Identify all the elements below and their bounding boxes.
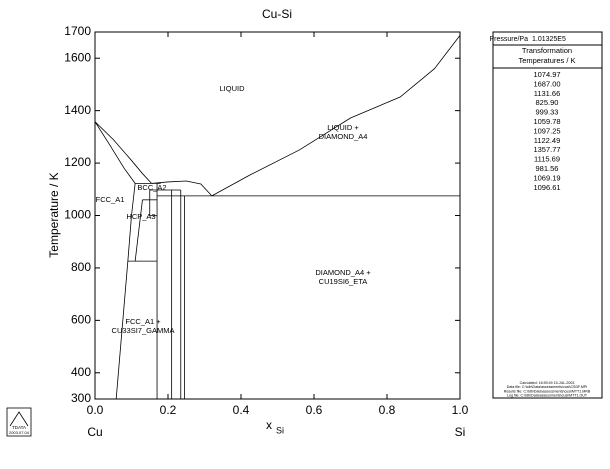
phase-boundary [115,183,136,400]
phase-boundary [134,199,143,262]
panel-heading: Temperatures / K [518,56,575,65]
panel-footer: Results file: C:\tdb\Data\assessments\cu… [504,389,591,393]
phase-boundary [211,35,461,197]
phase-boundary [94,121,152,184]
panel-footer: Log file: C:\tdb\Data\assessments\cusi\M… [507,394,588,398]
panel-frame [492,31,603,399]
chart-title: Cu-Si [262,7,292,21]
phase-label: CU33SI7_GAMMA [112,326,175,335]
y-tick-label: 1400 [64,103,91,117]
x-tick-label: 0.2 [160,403,177,417]
pressure-label: Pressure/Pa [489,36,528,43]
x-axis-label-sub: Si [276,425,284,435]
x-tick-label: 1.0 [452,403,469,417]
y-axis-label: Temperature / K [47,172,61,257]
y-tick-label: 1700 [64,24,91,38]
phase-label: FCC_A1 [96,195,125,204]
x-tick-label: 0.6 [306,403,323,417]
transformation-temperature: 1131.66 [534,89,561,98]
phase-label: CU19SI6_ETA [319,277,368,286]
logo-frame [6,407,32,437]
y-tick-label: 400 [71,365,91,379]
transformation-temperature: 1097.25 [533,126,560,135]
transformation-temperature: 1069.19 [533,173,560,182]
y-tick-label: 600 [71,313,91,327]
x-tick-label: 0.0 [87,403,104,417]
x-tick-label: 0.4 [233,403,250,417]
transformation-temperature: 1074.97 [533,70,560,79]
panel-footer: Data file: C:\tdb\Data\assessments\cusi\… [507,385,588,389]
transformation-temperature: 999.33 [536,108,559,117]
y-tick-label: 800 [71,260,91,274]
phase-label: HCP_A3 [126,212,155,221]
phase-label: FCC_A1 + [125,317,161,326]
end-label: Si [455,425,466,439]
transformation-temperature: 825.90 [536,98,559,107]
transformation-temperature: 1059.78 [533,117,560,126]
y-tick-label: 1600 [64,50,91,64]
y-tick-label: 300 [71,391,91,405]
phase-label: BCC_A2 [137,183,166,192]
logo-icon [9,411,29,427]
transformation-temperature: 1357.77 [533,145,560,154]
phase-label: LIQUID [219,84,245,93]
x-tick-label: 0.8 [379,403,396,417]
y-tick-label: 1200 [64,155,91,169]
y-tick-label: 1000 [64,208,91,222]
panel-footer: Calculated: 16:59:49 15-JUL-2003 [520,381,575,385]
transformation-temperature: 1122.49 [534,136,561,145]
phase-label: LIQUID + [327,123,359,132]
phase-boundary [151,180,213,197]
pressure-value: 1.01325E5 [532,36,566,43]
logo-date: 2003.07.04 [9,430,30,435]
phase-label: DIAMOND_A4 + [315,268,371,277]
transformation-temperature: 1096.61 [533,183,560,192]
phase-boundary [94,121,136,184]
end-label: Cu [87,425,102,439]
transformation-temperature: 1115.69 [534,155,560,164]
phase-label: DIAMOND_A4 [319,132,368,141]
x-axis-label: x [266,418,272,432]
logo-name: TDATA [12,425,26,430]
panel-heading: Transformation [522,46,572,55]
transformation-temperature: 1687.00 [533,79,560,88]
transformation-temperature: 981.56 [536,164,559,173]
